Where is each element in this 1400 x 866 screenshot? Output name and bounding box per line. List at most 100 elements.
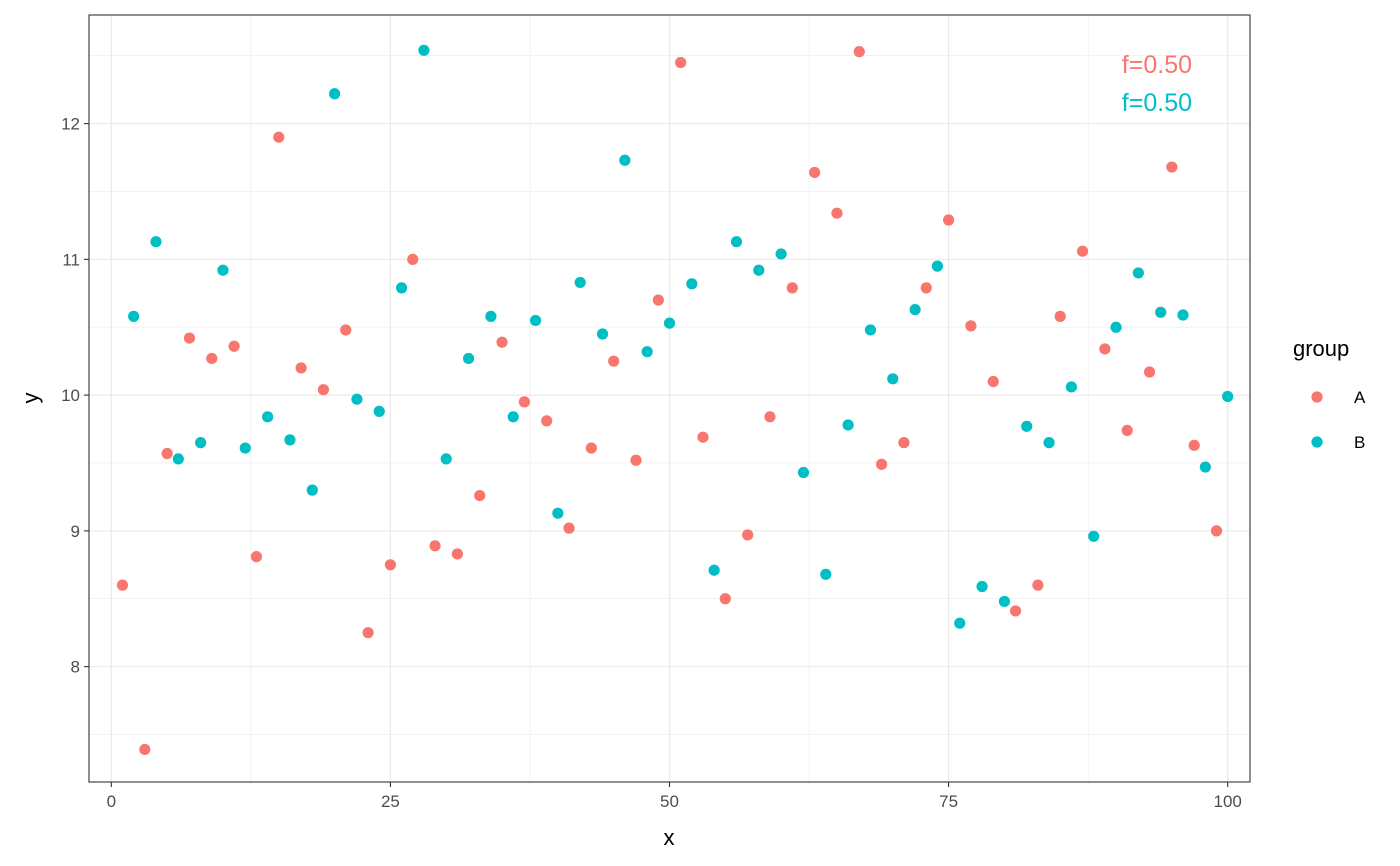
point-b-23 bbox=[641, 346, 653, 358]
point-a-39 bbox=[987, 375, 999, 388]
point-a-9 bbox=[317, 384, 330, 396]
point-b-7 bbox=[284, 434, 296, 446]
point-b-11 bbox=[373, 405, 385, 417]
point-a-43 bbox=[1076, 245, 1089, 257]
point-a-3 bbox=[183, 332, 196, 344]
x-tick-label-1: 25 bbox=[381, 792, 400, 811]
point-b-2 bbox=[172, 453, 184, 465]
point-a-49 bbox=[1210, 525, 1223, 537]
point-b-36 bbox=[931, 260, 944, 272]
point-a-38 bbox=[965, 320, 977, 332]
legend-label-a: A bbox=[1354, 388, 1366, 407]
point-b-4 bbox=[217, 264, 229, 276]
point-b-20 bbox=[574, 276, 586, 289]
point-b-1 bbox=[150, 236, 162, 248]
point-b-47 bbox=[1177, 309, 1189, 321]
point-a-11 bbox=[362, 627, 374, 639]
annotation-b: f=0.50 bbox=[1122, 89, 1192, 117]
point-a-16 bbox=[474, 489, 486, 502]
point-b-43 bbox=[1088, 530, 1100, 542]
point-a-2 bbox=[161, 447, 173, 460]
x-tick-label-3: 75 bbox=[939, 792, 958, 811]
point-a-18 bbox=[518, 396, 530, 408]
point-b-49 bbox=[1222, 390, 1234, 403]
point-a-21 bbox=[585, 442, 597, 454]
point-a-42 bbox=[1054, 310, 1066, 322]
point-a-0 bbox=[116, 579, 129, 591]
point-b-12 bbox=[395, 282, 408, 294]
x-tick-label-4: 100 bbox=[1213, 792, 1241, 811]
point-a-34 bbox=[876, 458, 888, 470]
point-b-15 bbox=[462, 352, 475, 365]
point-b-40 bbox=[1021, 420, 1033, 432]
point-a-40 bbox=[1009, 605, 1022, 617]
point-a-35 bbox=[898, 437, 910, 449]
point-a-48 bbox=[1188, 439, 1200, 451]
point-a-12 bbox=[384, 559, 397, 571]
point-b-3 bbox=[195, 437, 207, 449]
point-a-41 bbox=[1032, 579, 1044, 591]
point-a-28 bbox=[742, 529, 754, 541]
point-b-29 bbox=[775, 248, 787, 260]
y-axis-title: y bbox=[18, 393, 43, 404]
point-b-31 bbox=[820, 568, 832, 580]
point-a-10 bbox=[340, 324, 352, 336]
point-a-26 bbox=[697, 431, 709, 443]
point-b-5 bbox=[239, 442, 251, 454]
point-a-6 bbox=[250, 551, 263, 563]
point-a-33 bbox=[853, 46, 865, 58]
point-a-30 bbox=[786, 282, 798, 294]
x-axis-ticks: 0 25 50 75 100 bbox=[107, 782, 1242, 811]
point-b-32 bbox=[842, 419, 854, 431]
y-tick-label-4: 12 bbox=[61, 115, 80, 134]
x-tick-label-2: 50 bbox=[660, 792, 679, 811]
point-a-4 bbox=[206, 352, 218, 365]
point-b-41 bbox=[1043, 437, 1055, 449]
point-a-44 bbox=[1099, 343, 1111, 355]
point-b-0 bbox=[128, 310, 140, 322]
y-axis-ticks: 8 9 10 11 12 bbox=[61, 115, 89, 677]
y-tick-label-0: 8 bbox=[71, 658, 80, 677]
legend-label-b: B bbox=[1354, 433, 1365, 452]
point-b-21 bbox=[596, 328, 609, 340]
point-b-33 bbox=[864, 324, 877, 336]
point-b-13 bbox=[418, 44, 430, 56]
legend: group A B bbox=[1293, 336, 1366, 452]
point-b-38 bbox=[976, 580, 988, 593]
point-a-24 bbox=[652, 294, 664, 306]
point-a-22 bbox=[608, 355, 620, 367]
point-b-10 bbox=[351, 393, 363, 405]
point-b-39 bbox=[998, 595, 1011, 608]
point-b-44 bbox=[1110, 321, 1122, 333]
point-b-18 bbox=[529, 314, 542, 327]
point-b-14 bbox=[440, 453, 452, 465]
point-b-37 bbox=[954, 617, 966, 629]
point-a-45 bbox=[1121, 424, 1133, 437]
y-tick-label-2: 10 bbox=[61, 386, 80, 405]
point-b-8 bbox=[306, 484, 318, 496]
point-b-34 bbox=[887, 373, 899, 385]
point-b-24 bbox=[663, 317, 676, 329]
point-b-16 bbox=[485, 310, 497, 322]
point-a-17 bbox=[496, 336, 508, 348]
point-a-46 bbox=[1143, 366, 1156, 378]
point-a-7 bbox=[273, 131, 285, 143]
point-b-25 bbox=[686, 278, 698, 290]
point-a-31 bbox=[809, 166, 821, 179]
point-a-8 bbox=[295, 362, 307, 374]
point-a-1 bbox=[139, 743, 151, 756]
point-a-14 bbox=[429, 540, 441, 552]
point-b-26 bbox=[708, 564, 720, 576]
y-tick-label-3: 11 bbox=[62, 250, 80, 269]
annotation-a: f=0.50 bbox=[1122, 51, 1192, 79]
point-b-19 bbox=[552, 507, 564, 519]
legend-title: group bbox=[1293, 336, 1349, 361]
point-b-28 bbox=[753, 264, 765, 276]
point-a-23 bbox=[630, 454, 642, 466]
x-tick-label-0: 0 bbox=[107, 792, 116, 811]
point-a-19 bbox=[541, 415, 553, 427]
point-b-42 bbox=[1065, 381, 1077, 393]
point-b-9 bbox=[328, 88, 341, 100]
legend-key-b bbox=[1311, 436, 1323, 448]
